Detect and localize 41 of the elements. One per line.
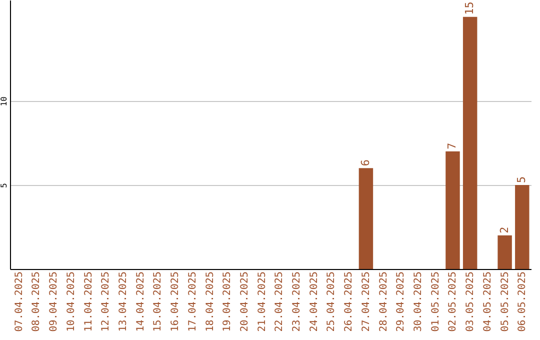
bar [358, 168, 374, 269]
x-tick-label: 09.04.2025 [48, 272, 60, 332]
bar [446, 151, 460, 269]
bar [462, 16, 478, 269]
x-tick-label: 14.04.2025 [135, 272, 146, 332]
x-tick-label: 04.05.2025 [482, 272, 494, 332]
x-tick-label: 11.04.2025 [83, 272, 94, 332]
x-tick-label: 29.04.2025 [396, 272, 407, 332]
x-tick-label: 20.04.2025 [239, 272, 250, 332]
bar [515, 184, 530, 269]
data-label: 7 [446, 142, 459, 150]
x-tick-label: 06.05.2025 [517, 272, 528, 332]
x-tick-label: 18.04.2025 [204, 272, 216, 332]
x-tick-label: 22.04.2025 [274, 272, 286, 332]
x-tick-label: 21.04.2025 [256, 272, 268, 332]
x-tick-label: 25.04.2025 [326, 272, 338, 332]
x-tick-label: 16.04.2025 [170, 272, 182, 332]
x-tick-label: 26.04.2025 [344, 272, 355, 332]
x-tick-label: 23.04.2025 [292, 272, 303, 332]
x-tick-label: 13.04.2025 [118, 272, 129, 332]
x-tick-label: 07.04.2025 [14, 272, 25, 332]
data-label: 2 [498, 226, 511, 234]
x-tick-label: 28.04.2025 [378, 272, 390, 332]
x-tick-label: 03.05.2025 [465, 272, 476, 332]
x-tick-label: 08.04.2025 [31, 272, 42, 332]
data-label: 6 [358, 160, 372, 166]
x-tick-label: 15.04.2025 [152, 272, 164, 332]
x-tick-label: 27.04.2025 [360, 272, 372, 332]
bar [498, 235, 512, 269]
x-tick-label: 10.04.2025 [66, 272, 77, 332]
x-tick-label: 30.04.2025 [413, 272, 424, 332]
x-tick-label: 17.04.2025 [187, 272, 198, 332]
x-tick-label: 02.05.2025 [448, 272, 459, 332]
x-tick-label: 19.04.2025 [222, 272, 234, 332]
x-tick-label: 01.05.2025 [430, 272, 442, 332]
x-tick-label: 24.04.2025 [308, 272, 320, 332]
x-tick-label: 05.05.2025 [500, 272, 511, 332]
x-tick-label: 12.04.2025 [100, 272, 112, 332]
data-label: 5 [515, 176, 528, 183]
y-tick-label: 10 [0, 96, 8, 106]
data-label: 15 [463, 2, 476, 15]
